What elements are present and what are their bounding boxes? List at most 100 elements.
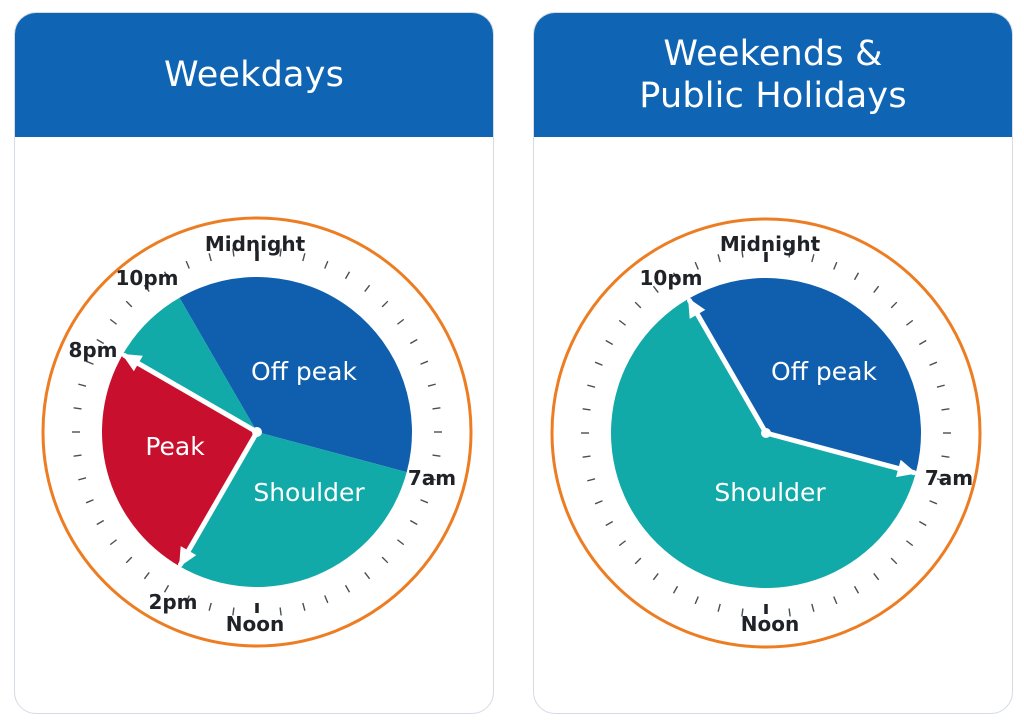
time-label-eight-pm: 8pm (68, 338, 117, 362)
zone-label-peak: Peak (145, 432, 205, 461)
clock-tick (396, 539, 405, 546)
weekends-title-line-2: Public Holidays (639, 76, 907, 116)
clock-tick (109, 318, 118, 325)
time-label-two-pm: 2pm (148, 590, 197, 614)
weekends-title-line-1: Weekends & (663, 34, 883, 74)
clock-tick (163, 271, 170, 280)
clock-tick (811, 254, 815, 263)
clock-tick (905, 319, 914, 326)
clock-tick (324, 260, 329, 269)
clock-tick (936, 478, 945, 482)
clock-tick (873, 285, 880, 294)
weekdays-card: Weekdays Off peak Shoulder Peak Midnight 10p… (14, 12, 494, 714)
clock-tick (109, 539, 118, 546)
clock-hand-arrowhead (688, 297, 706, 319)
time-label-noon: Noon (226, 612, 284, 636)
clock-tick (672, 585, 679, 594)
clock-tick (143, 284, 150, 293)
time-label-seven-am: 7am (925, 466, 973, 490)
outer-ring (41, 216, 473, 648)
clock-tick (694, 596, 699, 605)
clock-hand (178, 429, 260, 568)
clock-hand (687, 297, 769, 436)
clock-tick (941, 408, 950, 411)
zone-shoulder-wedge (610, 298, 916, 588)
clock-tick (432, 407, 441, 410)
clock-tick (409, 338, 418, 345)
clock-tick (125, 556, 133, 564)
time-label-midnight: Midnight (720, 232, 821, 256)
clock-tick (941, 455, 950, 458)
clock-tick (125, 300, 133, 308)
clock-tick (853, 272, 860, 281)
clock-tick (833, 596, 838, 605)
clock-tick (694, 261, 699, 270)
clock-hand-arrowhead (896, 459, 917, 478)
outer-ring (550, 217, 982, 649)
clock-tick (432, 454, 441, 457)
weekends-header: Weekends & Public Holidays (534, 13, 1012, 137)
clock-center-pin (761, 428, 771, 438)
clock-tick (618, 540, 627, 547)
clock-tick (936, 384, 945, 388)
clock-tick (652, 285, 659, 294)
zone-shoulder-evening-wedge (122, 297, 258, 432)
clock-tick (918, 520, 927, 527)
clock-tick (279, 607, 282, 616)
clock-tick (873, 572, 880, 581)
weekdays-header: Weekdays (15, 13, 493, 137)
clock-tick (232, 607, 235, 616)
clock-tick (344, 584, 351, 593)
zone-label-off-peak: Off peak (771, 357, 877, 386)
clock-tick (618, 319, 627, 326)
clock-tick (833, 261, 838, 270)
clock-tick (73, 454, 82, 457)
clock-tick (78, 383, 87, 387)
clock-tick (396, 318, 405, 325)
clock-tick (163, 584, 170, 593)
zone-label-shoulder: Shoulder (253, 478, 365, 507)
clock-tick (420, 360, 429, 365)
clock-tick (324, 595, 329, 604)
clock-tick (853, 585, 860, 594)
time-label-midnight: Midnight (205, 232, 306, 256)
clock-tick (96, 338, 105, 345)
clock-tick (890, 301, 898, 309)
clock-tick (143, 571, 150, 580)
clock-tick (96, 519, 105, 526)
clock-tick (717, 603, 721, 612)
clock-tick (85, 360, 94, 365)
clock-hand-arrowhead (121, 354, 143, 372)
clock-tick (594, 500, 603, 505)
clock-tick (409, 519, 418, 526)
clock-tick (918, 339, 927, 346)
clock-tick (364, 571, 371, 580)
zone-label-off-peak: Off peak (251, 357, 357, 386)
clock-tick (344, 271, 351, 280)
clock-tick (420, 499, 429, 504)
clock-tick (741, 249, 744, 258)
weekends-clock: Off peak Shoulder Midnight 10pm 7am Noon (550, 217, 982, 649)
clock-hand (763, 430, 917, 476)
clock-tick (185, 260, 190, 269)
clock-tick (717, 254, 721, 263)
clock-tick (302, 602, 306, 611)
zone-peak-wedge (101, 354, 258, 567)
clock-tick (890, 557, 898, 565)
zone-label-shoulder: Shoulder (714, 478, 826, 507)
clock-tick (788, 249, 791, 258)
clock-center-pin (252, 427, 262, 437)
clock-tick (582, 455, 591, 458)
time-label-noon: Noon (741, 612, 799, 636)
clock-tick (587, 478, 596, 482)
clock-hand-arrowhead (179, 546, 197, 568)
weekdays-clock: Off peak Shoulder Peak Midnight 10pm 8pm 7am 2p… (41, 216, 473, 648)
time-label-ten-pm: 10pm (640, 266, 703, 290)
clock-tick (85, 499, 94, 504)
clock-tick (78, 477, 87, 481)
clock-tick (929, 361, 938, 366)
time-label-ten-pm: 10pm (116, 266, 179, 290)
clock-tick (364, 284, 371, 293)
time-label-seven-am: 7am (408, 466, 456, 490)
clock-tick (427, 477, 436, 481)
